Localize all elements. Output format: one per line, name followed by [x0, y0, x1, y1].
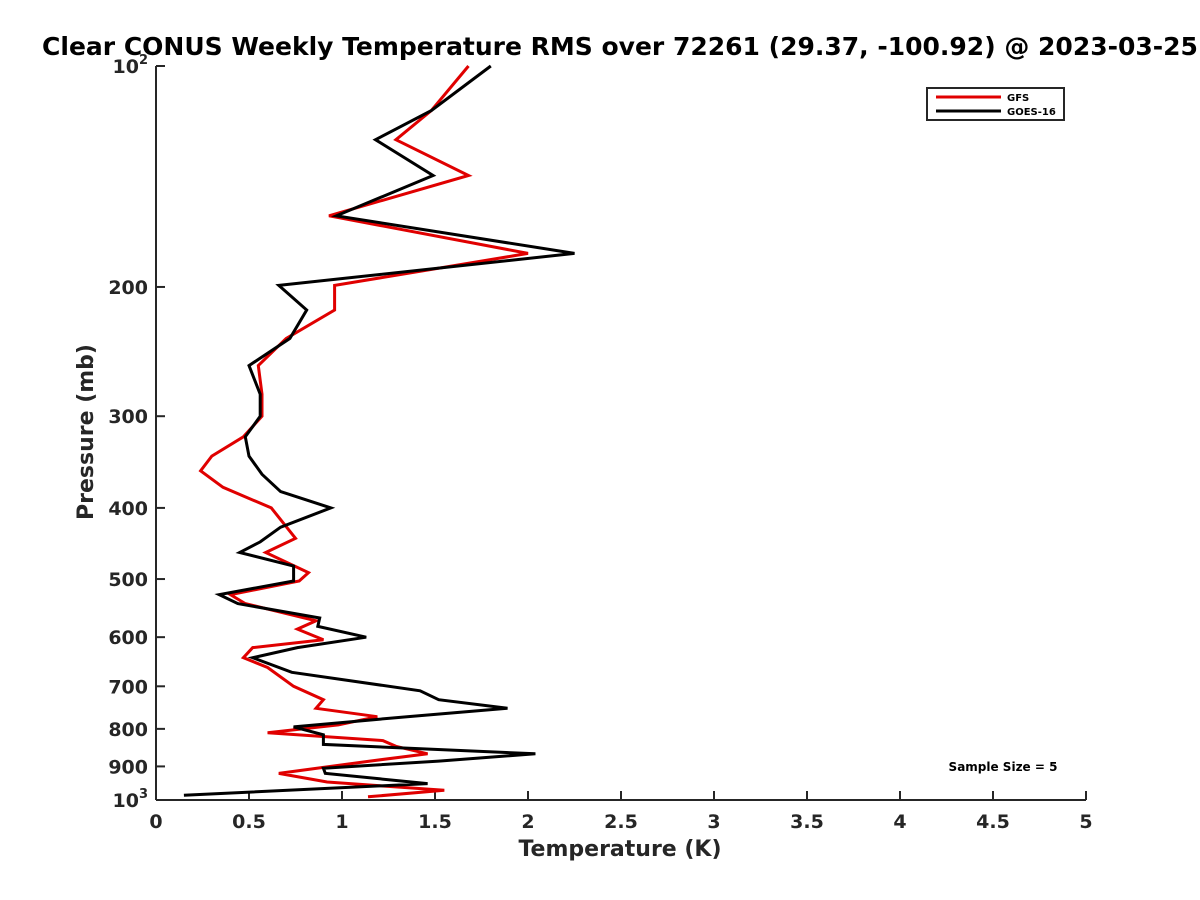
- x-tick-label: 0.5: [232, 811, 266, 833]
- x-tick-label: 4.5: [976, 811, 1010, 833]
- x-tick-label: 3.5: [790, 811, 824, 833]
- x-tick-label: 4: [893, 811, 906, 833]
- y-tick-label: 800: [108, 719, 148, 741]
- axes: [155, 65, 1087, 801]
- legend-label: GOES-16: [1007, 107, 1056, 118]
- tick-labels: 0 0.5 1 1.5 2 2.5 3 3.5 4 4.5 5 102 200 300 400 500 600 7…: [108, 53, 1092, 833]
- y-tick-label: 900: [108, 756, 148, 778]
- y-tick-label: 103: [113, 787, 149, 812]
- y-tick-label: 600: [108, 627, 148, 649]
- x-tick-label: 2.5: [604, 811, 638, 833]
- legend-label: GFS: [1007, 93, 1029, 104]
- x-tick-label: 3: [707, 811, 720, 833]
- sample-size-annotation: Sample Size = 5: [949, 760, 1058, 774]
- legend-box: [926, 87, 1065, 121]
- y-tick-label: 400: [108, 498, 148, 520]
- legend: GFS GOES-16: [926, 87, 1065, 121]
- x-tick-label: 0: [149, 811, 162, 833]
- x-tick-label: 5: [1079, 811, 1092, 833]
- x-tick-label: 2: [521, 811, 534, 833]
- y-axis-label: Pressure (mb): [74, 344, 99, 520]
- series-line-gfs: [198, 65, 529, 799]
- series-lines: [183, 64, 575, 799]
- x-tick-label: 1: [335, 811, 348, 833]
- y-tick-label: 700: [108, 676, 148, 698]
- x-tick-label: 1.5: [418, 811, 452, 833]
- y-tick-label: 200: [108, 277, 148, 299]
- y-tick-label: 300: [108, 406, 148, 428]
- x-axis-label: Temperature (K): [518, 837, 721, 862]
- y-tick-label: 500: [108, 569, 148, 591]
- series-line-goes-16: [183, 64, 575, 797]
- chart-title: Clear CONUS Weekly Temperature RMS over …: [42, 32, 1198, 61]
- y-tick-label: 102: [113, 53, 149, 78]
